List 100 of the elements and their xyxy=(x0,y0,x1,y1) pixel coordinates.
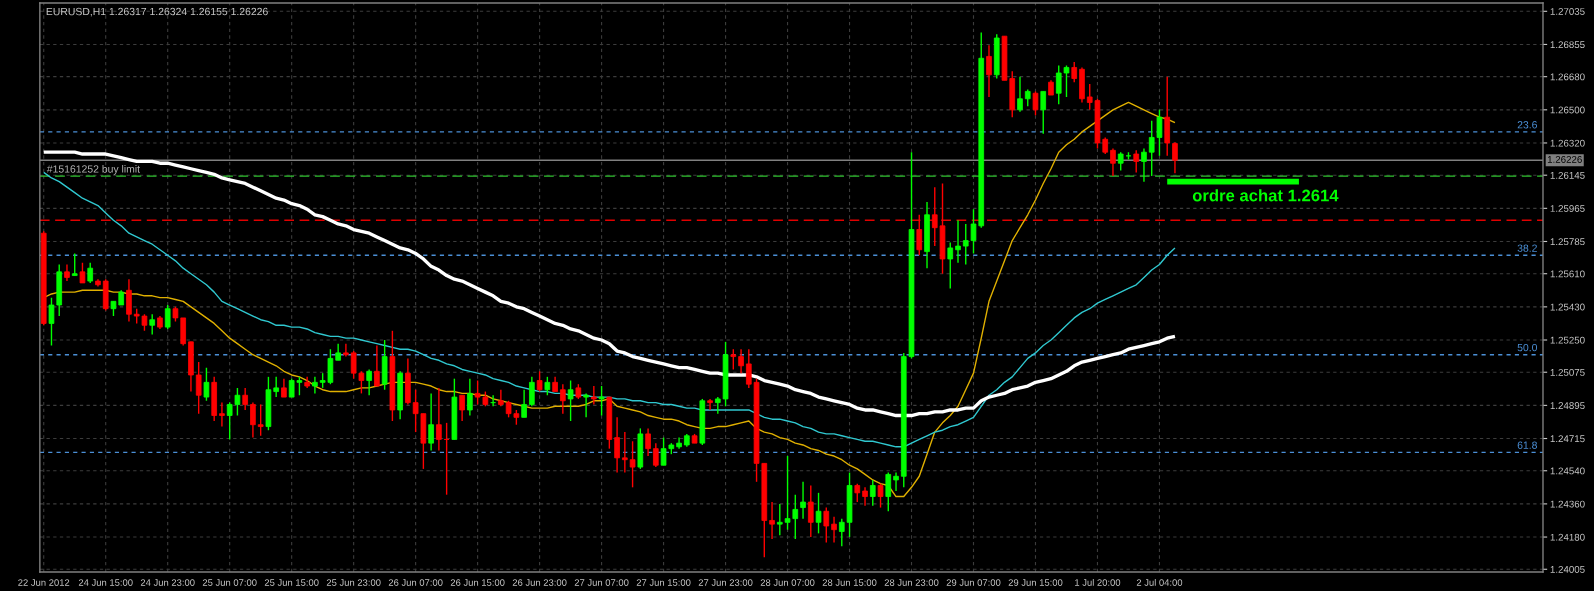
y-tick-label: 1.27035 xyxy=(1550,8,1585,15)
ref-line-label: 1.26226 xyxy=(1547,156,1582,163)
candlestick xyxy=(947,241,954,290)
x-tick-label: 29 Jun 07:00 xyxy=(946,579,1001,586)
candlestick xyxy=(730,348,737,371)
y-tick-label: 1.25610 xyxy=(1550,270,1585,278)
x-tick-label: 25 Jun 23:00 xyxy=(326,579,381,586)
y-tick-label: 1.25965 xyxy=(1550,205,1585,212)
candlestick xyxy=(366,368,372,396)
candlestick xyxy=(714,396,721,415)
candlestick xyxy=(374,344,380,387)
x-tick-label: 28 Jun 15:00 xyxy=(822,579,877,586)
line-series xyxy=(42,150,1177,418)
candlestick xyxy=(1032,90,1039,117)
candlestick xyxy=(1117,151,1124,172)
candlestick xyxy=(916,214,923,256)
candlestick xyxy=(257,403,264,437)
y-tick-label: 1.26500 xyxy=(1550,106,1585,114)
candlestick xyxy=(598,385,605,417)
x-tick-label: 26 Jun 15:00 xyxy=(450,579,505,586)
candlestick xyxy=(459,394,465,422)
x-tick-label: 25 Jun 07:00 xyxy=(202,579,257,586)
candlestick xyxy=(343,342,349,358)
candlestick xyxy=(955,219,961,264)
candlestick xyxy=(498,389,504,407)
y-tick-label: 1.25430 xyxy=(1550,303,1585,311)
x-tick-label: 27 Jun 07:00 xyxy=(574,579,629,586)
candlestick xyxy=(877,482,884,509)
y-tick-label: 1.24540 xyxy=(1550,467,1585,475)
candlestick xyxy=(707,398,713,411)
candlestick xyxy=(164,304,171,330)
candlestick xyxy=(1071,61,1078,83)
candlestick xyxy=(738,348,744,374)
y-tick-label: 1.24180 xyxy=(1550,533,1585,541)
candlestick xyxy=(629,440,636,489)
candlestick xyxy=(71,252,78,277)
y-tick-label: 1.25785 xyxy=(1550,238,1585,246)
candlestick xyxy=(529,376,535,407)
x-tick-label: 24 Jun 15:00 xyxy=(78,579,133,586)
x-tick-label: 25 Jun 15:00 xyxy=(264,579,319,586)
y-tick-label: 1.26145 xyxy=(1550,171,1585,179)
x-tick-label: 26 Jun 23:00 xyxy=(512,579,567,586)
candlestick xyxy=(79,261,86,284)
candlestick xyxy=(560,383,566,415)
candlestick xyxy=(807,484,814,538)
candlestick xyxy=(521,389,527,419)
candlestick xyxy=(242,387,248,411)
candlestick xyxy=(436,387,442,452)
annotation: #15161252 buy limit xyxy=(46,165,140,175)
x-tick-label: 26 Jun 07:00 xyxy=(388,579,443,586)
x-tick-label: 1 Jul 20:00 xyxy=(1075,578,1121,586)
candlestick xyxy=(645,427,651,457)
annotation: ordre achat 1.2614 xyxy=(1192,189,1339,202)
candlestick xyxy=(831,516,837,544)
candlestick xyxy=(1172,141,1178,175)
candlestick xyxy=(87,261,94,284)
y-tick-label: 1.26680 xyxy=(1550,73,1585,81)
candlestick xyxy=(815,492,822,535)
candlestick xyxy=(1017,75,1023,113)
candlestick xyxy=(583,392,589,419)
candlestick xyxy=(536,370,543,393)
candlestick xyxy=(312,376,318,395)
x-tick-label: 28 Jun 07:00 xyxy=(760,579,815,586)
candlestick xyxy=(591,385,597,406)
x-tick-label: 28 Jun 23:00 xyxy=(884,579,939,586)
candlestick xyxy=(1141,147,1147,183)
chart-title: EURUSD,H1 1.26317 1.26324 1.26155 1.26226 xyxy=(46,7,268,17)
x-tick-label: 27 Jun 23:00 xyxy=(698,579,753,586)
candlestick xyxy=(544,376,551,396)
candlestick xyxy=(250,401,256,439)
candlestick xyxy=(1110,147,1116,177)
x-tick-label: 29 Jun 15:00 xyxy=(1008,579,1063,586)
y-tick-label: 1.24895 xyxy=(1550,402,1585,409)
candlestick xyxy=(1133,149,1140,174)
candlestick xyxy=(622,431,628,474)
candlestick xyxy=(126,278,132,323)
candlestick xyxy=(893,471,899,492)
candlestick xyxy=(467,377,473,417)
candlestick xyxy=(219,401,225,428)
annotation: 50.0 xyxy=(1517,343,1538,352)
candlestick xyxy=(1040,90,1047,135)
candlestick xyxy=(281,377,287,398)
y-tick-label: 1.25075 xyxy=(1550,368,1585,376)
annotation: 38.2 xyxy=(1517,244,1537,252)
y-tick-label: 1.25250 xyxy=(1550,336,1585,344)
x-tick-label: 22 Jun 2012 xyxy=(18,579,70,586)
candlestick xyxy=(862,486,868,507)
x-tick-label: 24 Jun 23:00 xyxy=(140,579,195,586)
candlestick xyxy=(428,392,434,452)
y-tick-label: 1.24360 xyxy=(1550,500,1585,508)
candlestick xyxy=(273,376,279,398)
candlestick xyxy=(885,471,892,512)
x-tick-label: 27 Jun 15:00 xyxy=(636,579,691,586)
candlestick xyxy=(653,442,659,468)
candlestick xyxy=(614,416,620,474)
candlestick xyxy=(869,479,876,507)
candlestick xyxy=(745,348,752,389)
candlestick xyxy=(800,481,806,520)
annotation: 61.8 xyxy=(1517,441,1537,449)
candlestick xyxy=(149,313,156,336)
